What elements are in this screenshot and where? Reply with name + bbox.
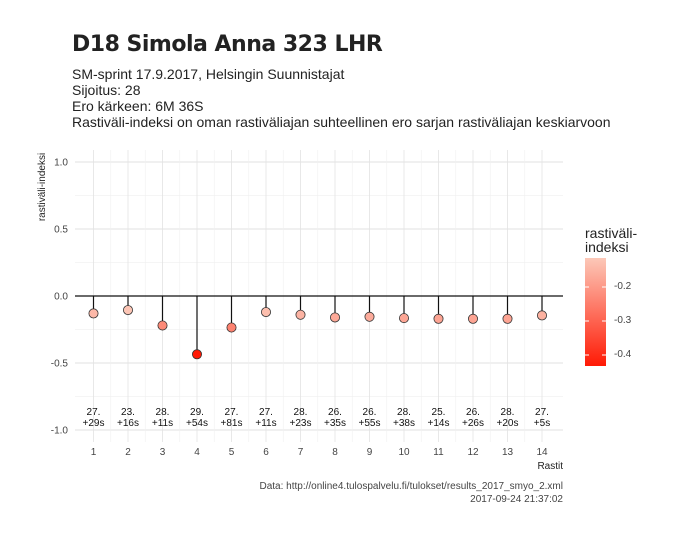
placement-label: 26. bbox=[466, 407, 480, 418]
time-diff-label: +35s bbox=[324, 418, 346, 429]
time-diff-label: +55s bbox=[359, 418, 381, 429]
legend-tick: -0.2 bbox=[614, 281, 632, 292]
data-point bbox=[260, 307, 271, 318]
y-tick-label: 0.0 bbox=[54, 292, 68, 303]
placement-label: 25. bbox=[432, 407, 446, 418]
x-tick-label: 5 bbox=[229, 447, 235, 458]
data-point bbox=[467, 313, 478, 324]
data-point bbox=[88, 308, 99, 319]
chart-title: D18 Simola Anna 323 LHR bbox=[72, 32, 383, 57]
data-point bbox=[226, 322, 237, 333]
placement-label: 27. bbox=[535, 407, 549, 418]
legend-tick: -0.3 bbox=[614, 315, 632, 326]
y-axis-label: rastiväli-indeksi bbox=[37, 153, 48, 221]
placement-label: 28. bbox=[397, 407, 411, 418]
x-tick-label: 9 bbox=[367, 447, 373, 458]
x-tick-label: 10 bbox=[398, 447, 410, 458]
time-diff-label: +23s bbox=[290, 418, 312, 429]
data-point bbox=[191, 349, 202, 360]
time-diff-label: +38s bbox=[393, 418, 415, 429]
placement-label: 28. bbox=[156, 407, 170, 418]
time-diff-label: +29s bbox=[83, 418, 105, 429]
placement-label: 27. bbox=[87, 407, 101, 418]
time-diff-label: +11s bbox=[255, 418, 276, 429]
subtitle-event: SM-sprint 17.9.2017, Helsingin Suunnista… bbox=[72, 66, 345, 82]
placement-label: 27. bbox=[259, 407, 273, 418]
data-source: Data: http://online4.tulospalvelu.fi/tul… bbox=[259, 481, 563, 492]
placement-label: 26. bbox=[328, 407, 342, 418]
data-point bbox=[329, 312, 340, 323]
placement-label: 29. bbox=[190, 407, 204, 418]
data-point bbox=[295, 309, 306, 320]
x-axis-label: Rastit bbox=[537, 461, 563, 472]
time-diff-label: +26s bbox=[462, 418, 484, 429]
subtitle-placing: Sijoitus: 28 bbox=[72, 82, 141, 98]
placement-label: 26. bbox=[363, 407, 377, 418]
x-tick-label: 8 bbox=[332, 447, 338, 458]
x-tick-label: 2 bbox=[125, 447, 131, 458]
x-tick-label: 1 bbox=[91, 447, 97, 458]
placement-label: 28. bbox=[294, 407, 308, 418]
data-point bbox=[433, 313, 444, 324]
placement-label: 27. bbox=[225, 407, 239, 418]
time-diff-label: +14s bbox=[428, 418, 450, 429]
y-tick-label: -1.0 bbox=[51, 426, 69, 437]
time-diff-label: +11s bbox=[152, 418, 173, 429]
time-diff-label: +20s bbox=[497, 418, 519, 429]
data-point bbox=[502, 313, 513, 324]
legend-title: rastiväli- indeksi bbox=[585, 226, 637, 254]
legend-title-line1: rastiväli- bbox=[585, 225, 638, 241]
subtitle-gap: Ero kärkeen: 6M 36S bbox=[72, 98, 204, 114]
data-point bbox=[157, 320, 168, 331]
y-tick-label: 0.5 bbox=[54, 225, 68, 236]
y-tick-label: 1.0 bbox=[54, 158, 68, 169]
subtitle-description: Rastiväli-indeksi on oman rastiväliajan … bbox=[72, 114, 611, 130]
x-tick-label: 11 bbox=[433, 447, 444, 458]
timestamp: 2017-09-24 21:37:02 bbox=[470, 494, 563, 505]
x-tick-label: 4 bbox=[194, 447, 200, 458]
x-tick-label: 13 bbox=[502, 447, 514, 458]
data-point bbox=[398, 313, 409, 324]
legend-title-line2: indeksi bbox=[585, 239, 629, 255]
x-tick-label: 7 bbox=[298, 447, 304, 458]
time-diff-label: +54s bbox=[186, 418, 208, 429]
placement-label: 28. bbox=[501, 407, 515, 418]
legend-tick: -0.4 bbox=[614, 349, 632, 360]
legend-colorbar bbox=[585, 258, 606, 366]
x-tick-label: 3 bbox=[160, 447, 166, 458]
x-tick-label: 14 bbox=[536, 447, 548, 458]
x-tick-label: 6 bbox=[263, 447, 269, 458]
data-point bbox=[537, 310, 548, 321]
data-point bbox=[123, 305, 134, 316]
x-tick-label: 12 bbox=[467, 447, 479, 458]
time-diff-label: +81s bbox=[221, 418, 243, 429]
time-diff-label: +5s bbox=[534, 418, 550, 429]
y-tick-label: -0.5 bbox=[51, 359, 69, 370]
time-diff-label: +16s bbox=[117, 418, 139, 429]
placement-label: 23. bbox=[121, 407, 135, 418]
data-point bbox=[364, 311, 375, 322]
